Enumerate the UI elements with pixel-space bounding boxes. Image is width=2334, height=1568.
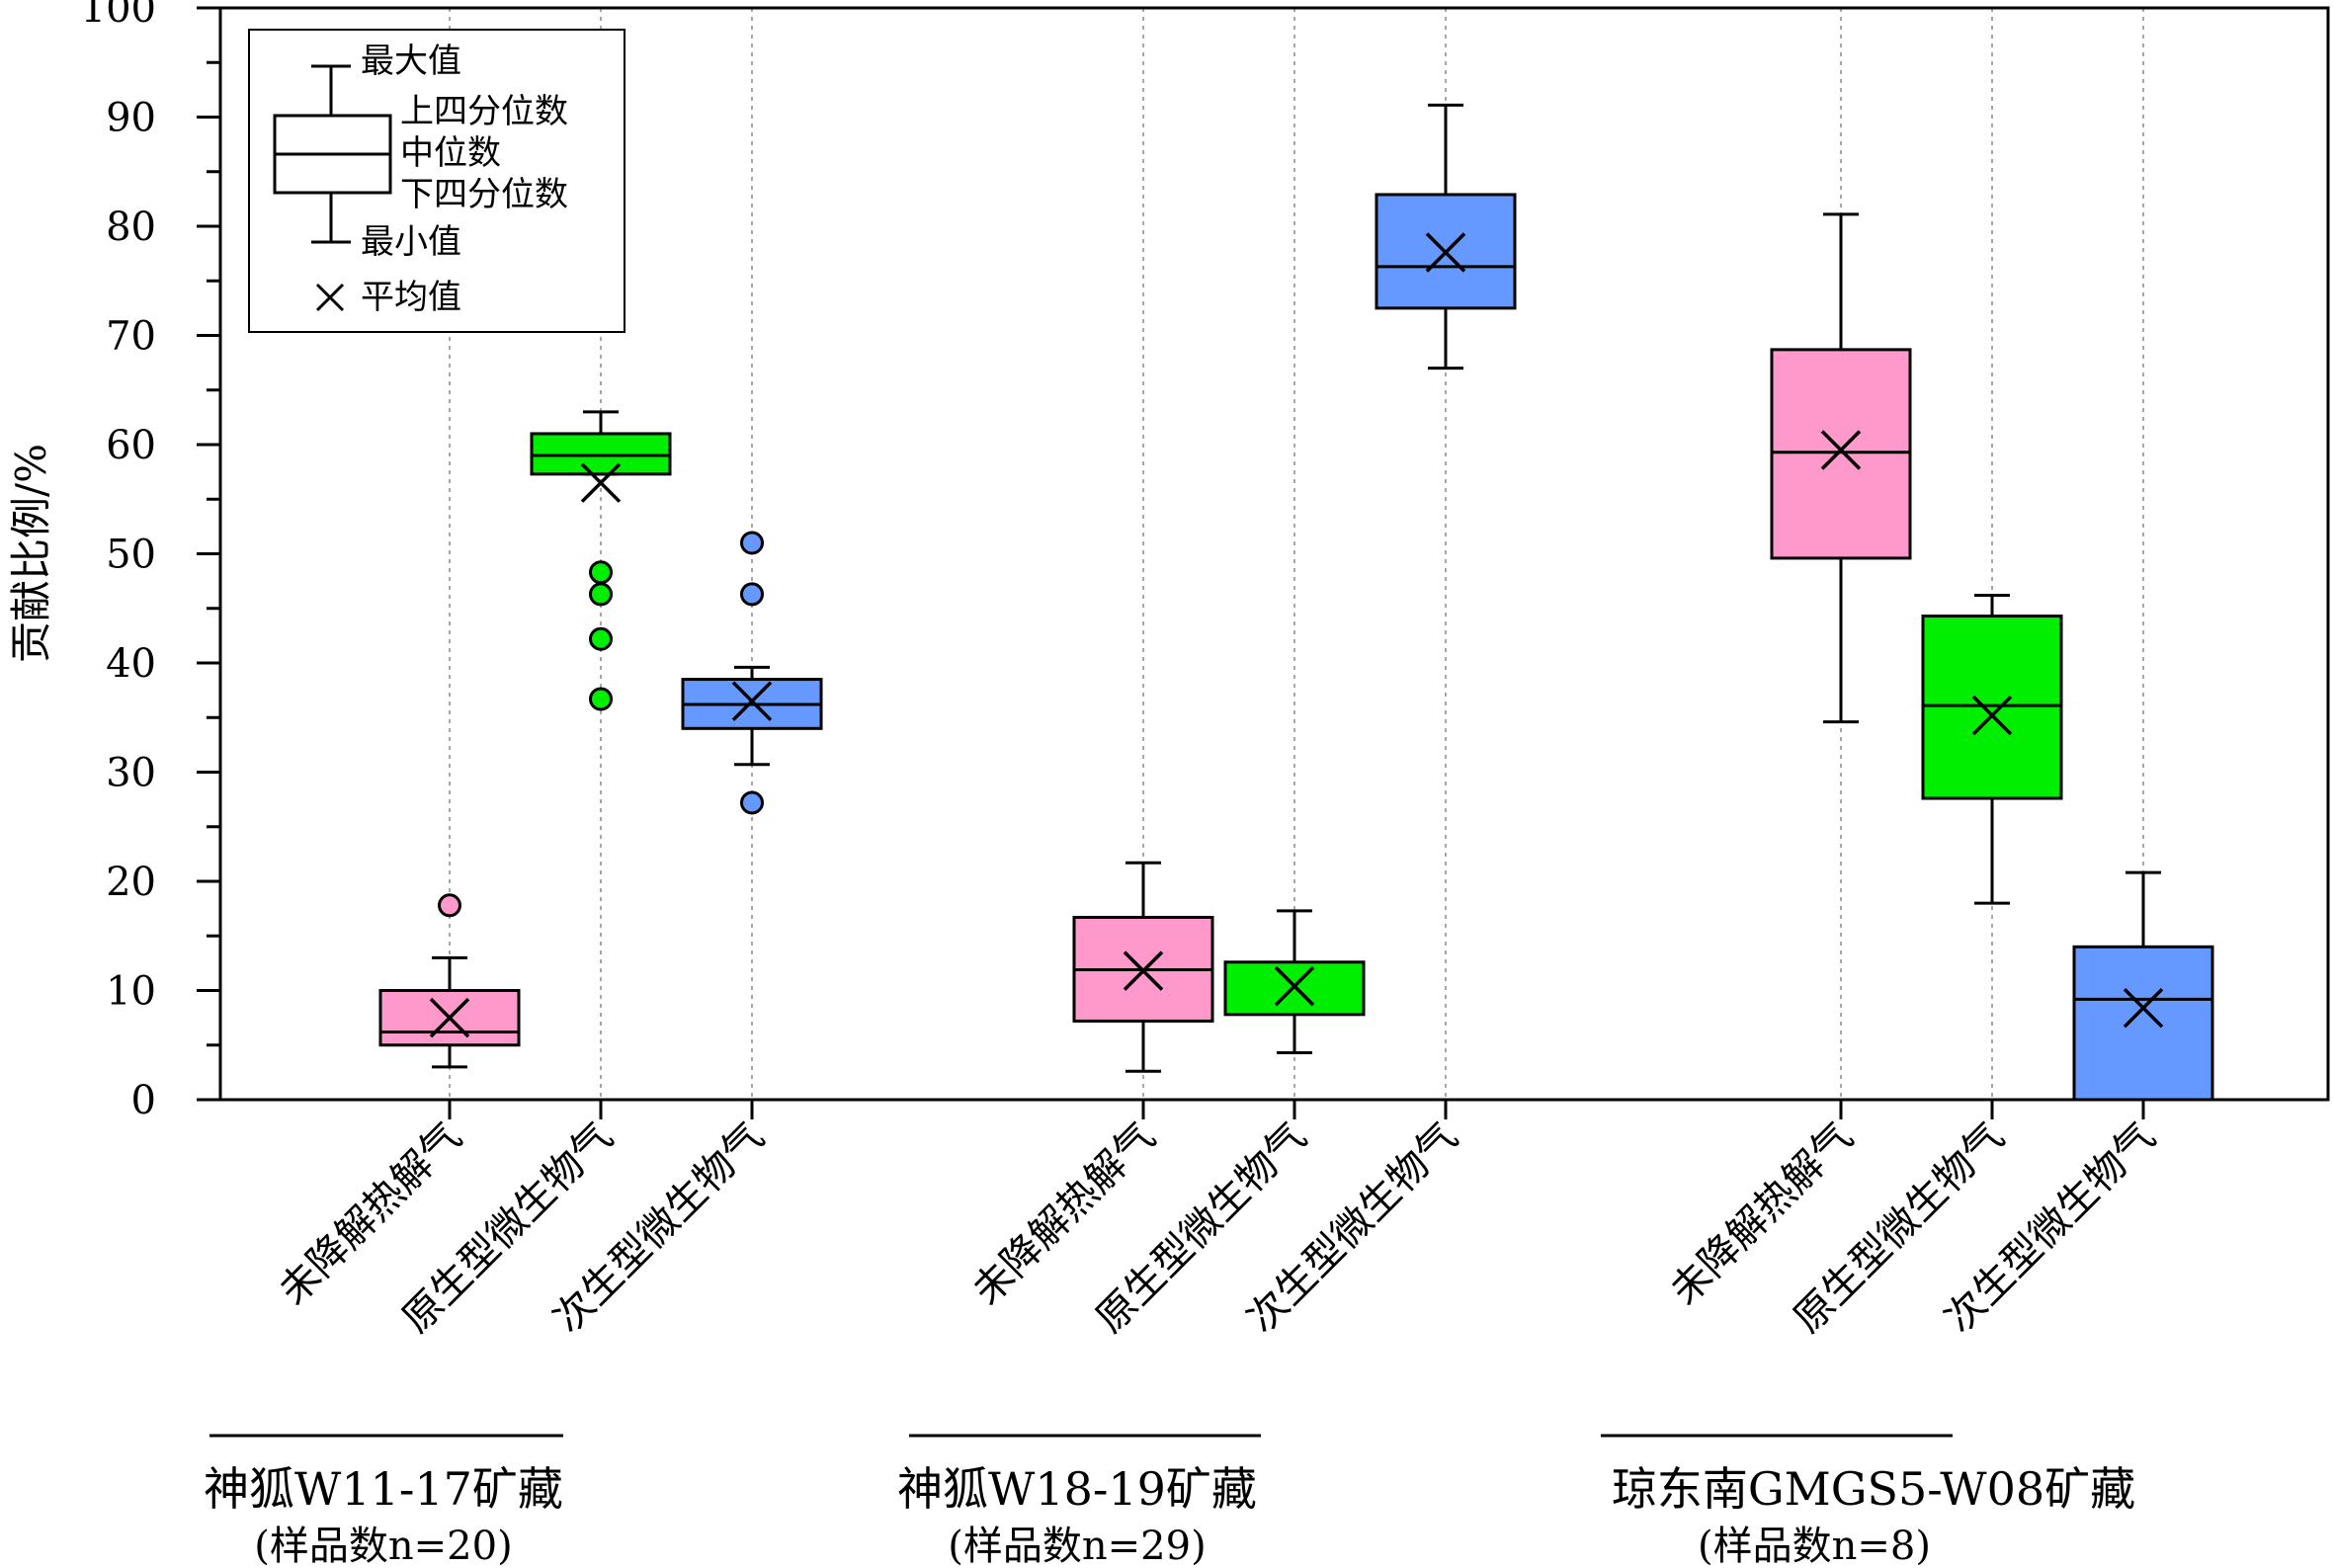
group-name: 神狐W11-17矿藏 xyxy=(204,1462,563,1516)
outlier-point xyxy=(589,626,613,651)
group-sample-count: (样品数n=8) xyxy=(1698,1524,1931,1568)
y-tick-label: 30 xyxy=(106,751,156,796)
group-name: 琼东南GMGS5-W08矿藏 xyxy=(1612,1462,2135,1516)
outlier-point xyxy=(589,687,613,711)
y-tick-label: 40 xyxy=(106,641,156,687)
y-tick-label: 10 xyxy=(106,969,156,1015)
legend-q1-label: 下四分位数 xyxy=(400,175,568,214)
legend: 最大值 上四分位数 中位数 下四分位数 最小值 平均值 xyxy=(248,29,625,333)
box-plot-series xyxy=(378,103,2214,1102)
outlier-point xyxy=(740,531,764,555)
legend-median-label: 中位数 xyxy=(400,133,501,173)
box-body xyxy=(1770,348,1912,560)
y-tick-label: 60 xyxy=(106,423,156,468)
box-0-0 xyxy=(378,893,521,1069)
mean-marker xyxy=(1425,232,1466,273)
outlier-point xyxy=(438,893,461,918)
mean-marker xyxy=(580,462,622,503)
box-body xyxy=(2072,945,2214,1102)
y-tick-label: 80 xyxy=(106,205,156,250)
box-0-1 xyxy=(530,410,672,711)
legend-q3-label: 上四分位数 xyxy=(400,92,568,131)
box-body xyxy=(1921,614,2063,800)
group-sample-count: (样品数n=29) xyxy=(948,1524,1206,1568)
legend-max-label: 最大值 xyxy=(361,41,461,81)
box-2-0 xyxy=(1770,212,1912,724)
box-2-2 xyxy=(2072,870,2214,1102)
outlier-point xyxy=(740,582,764,607)
mean-marker xyxy=(731,681,773,721)
outlier-point xyxy=(589,582,613,607)
box-1-2 xyxy=(1375,103,1517,371)
y-axis-label: 贡献比例/% xyxy=(7,444,55,663)
mean-marker xyxy=(2123,987,2164,1029)
box-0-2 xyxy=(681,531,823,815)
outlier-point xyxy=(740,790,764,815)
y-tick-label: 0 xyxy=(131,1078,156,1123)
legend-mean-marker xyxy=(315,283,345,312)
box-body xyxy=(530,432,672,476)
group-name: 神狐W18-19矿藏 xyxy=(897,1462,1257,1516)
y-tick-label: 50 xyxy=(106,533,156,578)
mean-marker xyxy=(1274,965,1315,1007)
y-tick-label: 20 xyxy=(106,860,156,905)
y-tick-label: 100 xyxy=(81,0,156,32)
legend-min-label: 最小值 xyxy=(361,222,461,262)
box-1-0 xyxy=(1072,861,1214,1073)
box-2-1 xyxy=(1921,593,2063,905)
mean-marker xyxy=(429,997,470,1038)
mean-marker xyxy=(1123,950,1164,991)
legend-mean-label: 平均值 xyxy=(361,278,461,317)
mean-marker xyxy=(1971,695,2013,736)
y-tick-label: 70 xyxy=(106,314,156,360)
y-tick-label: 90 xyxy=(106,96,156,141)
box-1-1 xyxy=(1223,909,1366,1054)
outlier-point xyxy=(589,560,613,585)
group-labels: 神狐W11-17矿藏 (样品数n=20) 神狐W18-19矿藏 (样品数n=29) 琼东… xyxy=(204,1434,2135,1568)
group-sample-count: (样品数n=20) xyxy=(254,1524,512,1568)
y-axis: 0 10 20 30 40 50 60 70 80 90 100 xyxy=(81,0,220,1123)
mean-marker xyxy=(1820,430,1862,470)
